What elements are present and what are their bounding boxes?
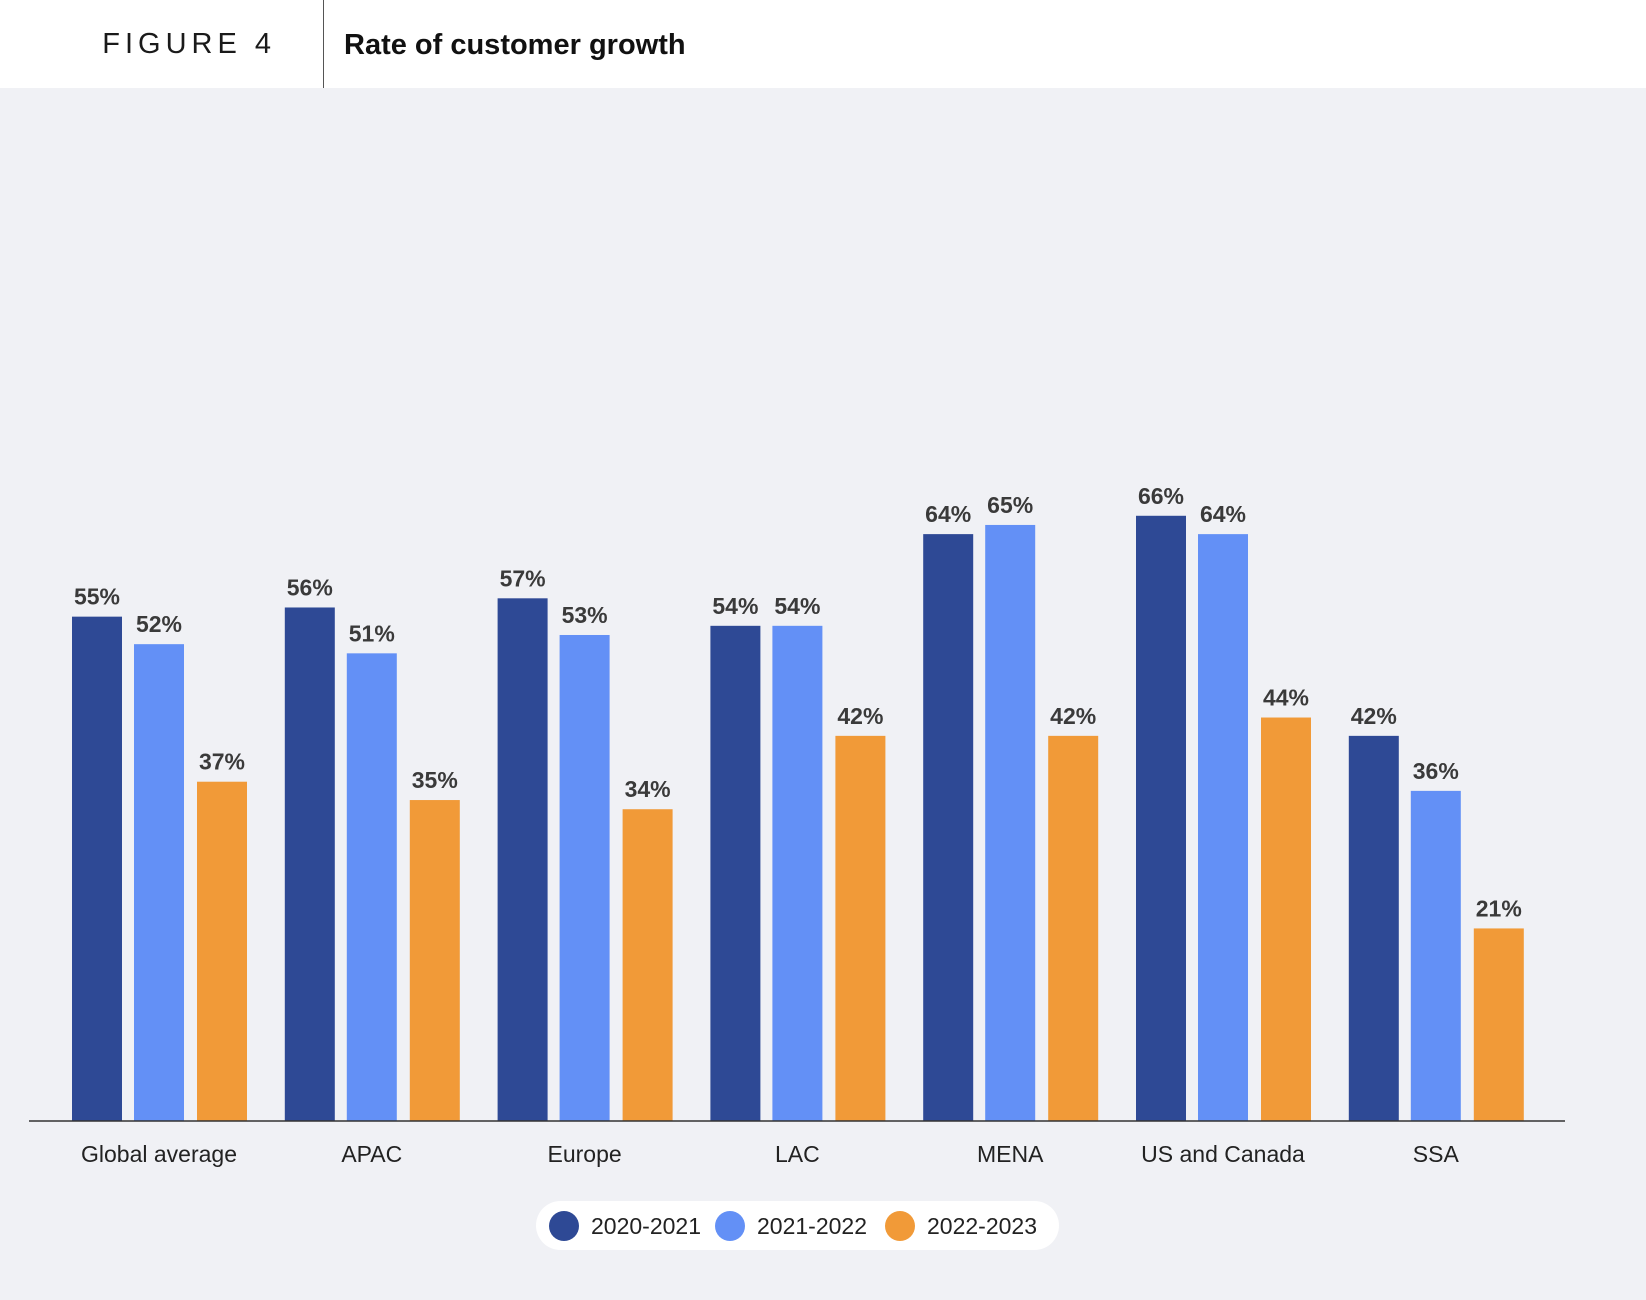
data-label: 34% <box>625 776 671 802</box>
data-label: 54% <box>712 593 758 619</box>
data-label: 44% <box>1263 685 1309 711</box>
bar <box>409 800 460 1121</box>
bar <box>346 653 397 1121</box>
bar <box>1410 790 1461 1121</box>
data-label: 21% <box>1476 895 1522 921</box>
data-label: 64% <box>1200 501 1246 527</box>
bar <box>772 625 823 1121</box>
legend: 2020-2021 2021-2022 2022-2023 <box>536 1201 1059 1250</box>
data-label: 51% <box>349 620 395 646</box>
bar <box>985 524 1036 1121</box>
data-label: 66% <box>1138 483 1184 509</box>
category-label: Global average <box>81 1141 237 1167</box>
legend-item-2021-2022: 2021-2022 <box>715 1211 867 1241</box>
data-label: 42% <box>1351 703 1397 729</box>
bar <box>1198 534 1248 1121</box>
data-label: 54% <box>774 593 820 619</box>
bar <box>1261 717 1311 1121</box>
legend-label: 2020-2021 <box>591 1212 701 1239</box>
bar-chart: 55% 52% 37% Global average 56% 51% 35% APAC 57% 5… <box>29 483 1565 1167</box>
data-label: 57% <box>500 565 546 591</box>
data-label: 65% <box>987 492 1033 518</box>
legend-item-2020-2021: 2020-2021 <box>549 1211 701 1241</box>
header-divider <box>323 0 324 88</box>
data-label: 37% <box>199 749 245 775</box>
figure-header: FIGURE 4 Rate of customer growth <box>0 0 1646 88</box>
data-label: 36% <box>1413 758 1459 784</box>
legend-label: 2021-2022 <box>757 1212 867 1239</box>
data-label: 64% <box>925 501 971 527</box>
chart-area: 55% 52% 37% Global average 56% 51% 35% APAC 57% 5… <box>0 88 1646 1300</box>
category-label: MENA <box>977 1141 1044 1167</box>
legend-swatch <box>549 1211 579 1241</box>
legend-item-2022-2023: 2022-2023 <box>885 1211 1037 1241</box>
category-label: Europe <box>548 1141 622 1167</box>
chart-title: Rate of customer growth <box>344 29 686 61</box>
bar <box>1473 928 1524 1121</box>
bar <box>134 644 184 1121</box>
bar <box>622 809 673 1121</box>
category-label: US and Canada <box>1141 1141 1305 1167</box>
bar <box>497 598 548 1121</box>
bar <box>923 534 974 1121</box>
data-label: 42% <box>1050 703 1096 729</box>
bar <box>559 634 610 1121</box>
category-label: LAC <box>775 1141 820 1167</box>
bar <box>197 781 247 1121</box>
legend-label: 2022-2023 <box>927 1212 1037 1239</box>
bar <box>710 625 761 1121</box>
bar <box>1136 515 1186 1121</box>
bar <box>835 735 886 1121</box>
data-label: 55% <box>74 584 120 610</box>
data-label: 42% <box>837 703 883 729</box>
figure-label: FIGURE 4 <box>102 28 276 60</box>
bar <box>284 607 335 1121</box>
bar <box>72 616 122 1121</box>
bar <box>1348 735 1399 1121</box>
category-label: APAC <box>341 1141 402 1167</box>
legend-swatch <box>885 1211 915 1241</box>
data-label: 53% <box>562 602 608 628</box>
legend-swatch <box>715 1211 745 1241</box>
bar <box>1048 735 1099 1121</box>
data-label: 56% <box>287 574 333 600</box>
category-label: SSA <box>1413 1141 1460 1167</box>
data-label: 35% <box>412 767 458 793</box>
data-label: 52% <box>136 611 182 637</box>
